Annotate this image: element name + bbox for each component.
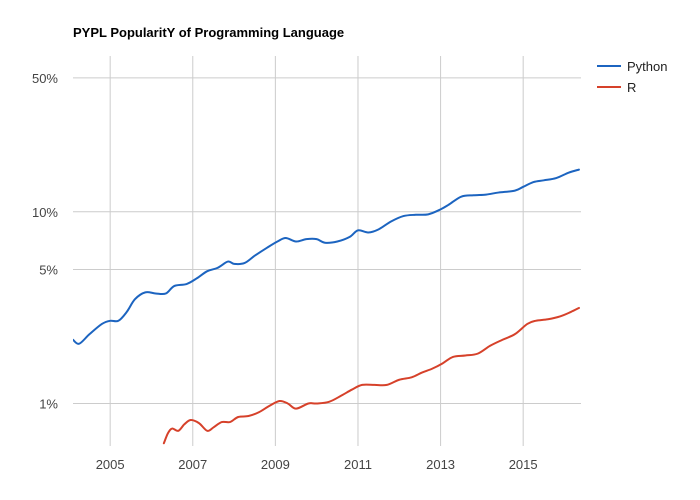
x-tick-label: 2007 (178, 457, 207, 472)
x-tick-label: 2015 (509, 457, 538, 472)
series-line-python (73, 168, 580, 345)
series-line-r (162, 306, 580, 445)
series-lines (73, 168, 580, 445)
x-tick-label: 2013 (426, 457, 455, 472)
y-tick-label: 1% (39, 396, 58, 411)
legend: Python R (597, 59, 667, 95)
grid-lines (73, 56, 581, 446)
legend-label-r: R (627, 80, 636, 95)
x-tick-label: 2009 (261, 457, 290, 472)
x-axis-tick-labels: 2005 2007 2009 2011 2013 2015 (96, 457, 538, 472)
legend-label-python: Python (627, 59, 667, 74)
y-tick-label: 10% (32, 205, 58, 220)
x-tick-label: 2011 (344, 457, 372, 472)
y-tick-label: 5% (39, 263, 58, 278)
y-tick-label: 50% (32, 71, 58, 86)
x-tick-label: 2005 (96, 457, 125, 472)
y-axis-tick-labels: 50% 10% 5% 1% (32, 71, 58, 412)
chart-title: PYPL PopularitY of Programming Language (73, 25, 344, 40)
